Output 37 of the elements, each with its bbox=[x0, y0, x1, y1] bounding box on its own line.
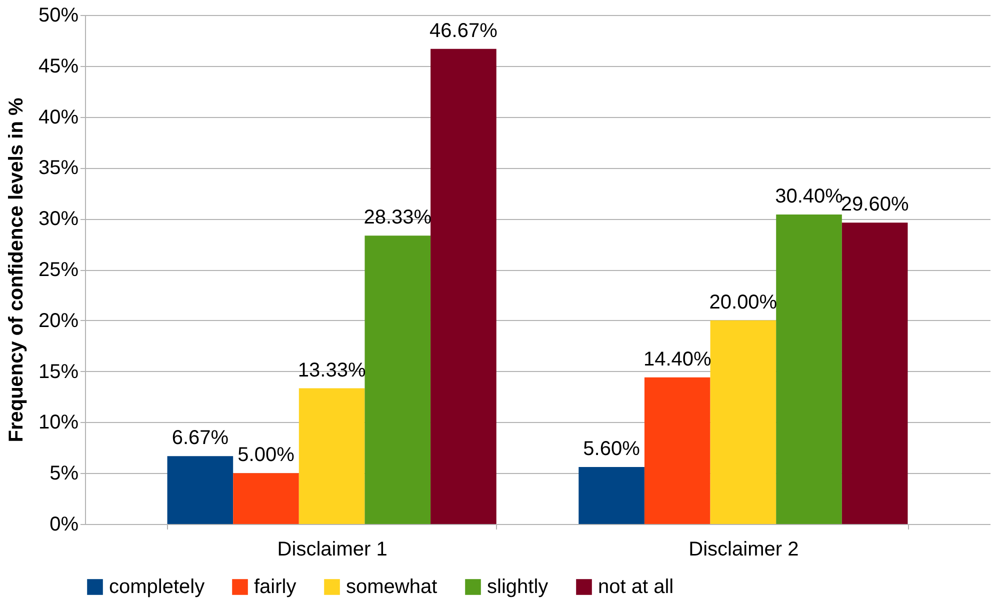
y-tick-label: 50% bbox=[38, 4, 79, 26]
y-tick-label: 20% bbox=[38, 310, 79, 332]
data-label: 30.40% bbox=[775, 186, 844, 208]
y-tick-label: 15% bbox=[38, 360, 79, 383]
y-tick-label: 45% bbox=[38, 55, 79, 78]
bar bbox=[710, 320, 776, 524]
x-tick-label: Disclaimer 2 bbox=[688, 538, 799, 560]
data-label: 5.60% bbox=[583, 438, 640, 460]
data-label: 14.40% bbox=[643, 348, 712, 370]
data-label: 29.60% bbox=[840, 194, 909, 216]
legend-label: somewhat bbox=[346, 576, 438, 598]
legend-label: completely bbox=[109, 576, 205, 598]
bar bbox=[644, 377, 710, 524]
y-tick-label: 5% bbox=[50, 462, 79, 485]
y-tick-label: 0% bbox=[50, 514, 79, 536]
y-tick-label: 40% bbox=[38, 106, 79, 128]
data-label: 5.00% bbox=[238, 444, 295, 466]
y-tick-label: 30% bbox=[38, 208, 79, 230]
bar bbox=[364, 236, 431, 524]
data-label: 6.67% bbox=[172, 427, 229, 450]
bar bbox=[167, 456, 234, 524]
y-tick-label: 35% bbox=[38, 157, 79, 180]
y-axis-title: Frequency of confidence levels in % bbox=[5, 98, 28, 442]
y-tick-label: 25% bbox=[38, 259, 79, 281]
legend-label: slightly bbox=[487, 576, 548, 598]
bar bbox=[776, 214, 842, 524]
y-tick-label: 10% bbox=[38, 412, 79, 434]
x-tick-label: Disclaimer 1 bbox=[277, 538, 388, 560]
bar bbox=[842, 222, 908, 524]
bar bbox=[298, 388, 365, 524]
data-label: 13.33% bbox=[298, 359, 366, 382]
legend-label: not at all bbox=[598, 576, 674, 598]
data-label: 46.67% bbox=[430, 20, 498, 42]
bar bbox=[430, 48, 496, 524]
bar bbox=[233, 473, 299, 524]
bar bbox=[578, 466, 644, 524]
legend-label: fairly bbox=[254, 576, 296, 598]
